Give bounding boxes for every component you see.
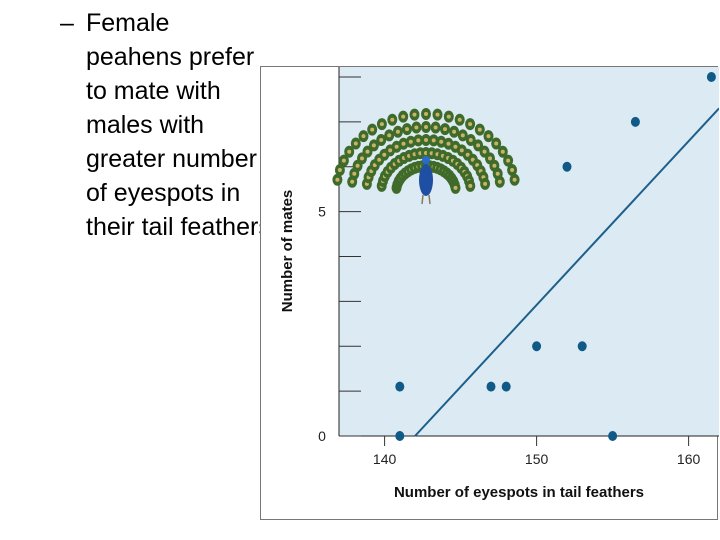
x-tick-label: 140 bbox=[373, 451, 397, 467]
tail-eyespot bbox=[401, 114, 406, 119]
data-point bbox=[501, 381, 511, 392]
tail-eyespot bbox=[435, 112, 440, 117]
tail-eyespot bbox=[492, 163, 497, 168]
tail-eyespot bbox=[350, 179, 355, 184]
tail-eyespot bbox=[394, 144, 399, 149]
tail-eyespot bbox=[446, 141, 451, 146]
bullet-dash: – bbox=[60, 9, 74, 37]
tail-eyespot bbox=[476, 143, 481, 148]
peacock-illustration bbox=[332, 108, 520, 205]
tail-eyespot bbox=[395, 129, 400, 134]
data-points bbox=[395, 72, 716, 441]
tail-eyespot bbox=[370, 127, 375, 132]
y-tick-label: 0 bbox=[318, 428, 326, 444]
peacock-head bbox=[422, 156, 430, 164]
data-point bbox=[395, 381, 405, 392]
data-point bbox=[395, 431, 405, 441]
tail-eyespot bbox=[382, 152, 387, 157]
tail-eyespot bbox=[512, 177, 517, 182]
peacock-tail-fan bbox=[332, 108, 520, 194]
tail-eyespot bbox=[424, 138, 428, 142]
tail-eyespot bbox=[408, 139, 413, 144]
tail-eyespot bbox=[431, 138, 436, 143]
peacock-leg-left bbox=[421, 194, 424, 205]
data-point bbox=[532, 341, 542, 352]
tail-eyespot bbox=[459, 148, 464, 153]
tail-eyespot bbox=[337, 168, 342, 172]
tail-eyespot bbox=[412, 112, 417, 117]
tail-eyespot bbox=[347, 149, 352, 154]
tail-eyespot bbox=[377, 157, 382, 162]
tail-eyespot bbox=[452, 129, 457, 134]
tail-eyespot bbox=[361, 134, 366, 139]
y-axis-label: Number of mates bbox=[279, 190, 296, 313]
tail-eyespot bbox=[379, 138, 384, 142]
y-ticks: 05 bbox=[318, 76, 361, 444]
tail-eyespot bbox=[424, 112, 428, 116]
tail-eyespot bbox=[379, 122, 384, 127]
tail-eyespot bbox=[470, 157, 475, 162]
tail-eyespot bbox=[335, 177, 340, 182]
data-point bbox=[486, 381, 496, 392]
trend-line bbox=[414, 107, 719, 437]
peacock-leg-right bbox=[428, 194, 431, 205]
tail-eyespot bbox=[494, 141, 499, 146]
tail-eyespot bbox=[424, 125, 428, 129]
tail-eyespot bbox=[387, 133, 392, 138]
tail-eyespot bbox=[488, 156, 492, 161]
tail-eyespot bbox=[371, 143, 376, 148]
bullet-text: Female peahens prefer to mate with males… bbox=[86, 9, 271, 241]
tail-eyespot bbox=[457, 117, 462, 122]
tail-eyespot bbox=[353, 141, 358, 146]
tail-eyespot bbox=[477, 127, 482, 132]
tail-eyespot bbox=[390, 117, 395, 122]
tail-eyespot bbox=[482, 149, 487, 154]
tail-eyespot bbox=[495, 171, 500, 176]
tail-eyespot bbox=[460, 133, 465, 138]
tail-eyespot bbox=[506, 158, 511, 163]
tail-eyespot bbox=[355, 163, 360, 168]
tail-eyespot bbox=[433, 125, 438, 130]
tail-eyespot bbox=[468, 183, 473, 188]
tail-eyespot bbox=[468, 122, 473, 127]
x-ticks: 140 150 160 bbox=[373, 436, 701, 467]
tail-eyespot bbox=[468, 138, 473, 142]
tail-eyespot bbox=[465, 152, 470, 157]
tail-eyespot bbox=[365, 149, 370, 154]
tail-eyespot bbox=[453, 144, 458, 149]
tail-eyespot bbox=[453, 185, 458, 190]
data-point bbox=[608, 431, 618, 441]
tail-eyespot bbox=[352, 171, 357, 176]
x-tick-label: 150 bbox=[525, 451, 549, 467]
tail-eyespot bbox=[414, 125, 419, 130]
scatter-chart: 05 140 150 160 Number of mates Number of e… bbox=[279, 67, 719, 501]
peacock-body bbox=[419, 164, 433, 196]
data-point bbox=[706, 72, 716, 82]
tail-eyespot bbox=[439, 139, 444, 144]
tail-eyespot bbox=[446, 114, 451, 119]
tail-eyespot bbox=[500, 149, 505, 154]
tail-eyespot bbox=[483, 181, 488, 186]
tail-eyespot bbox=[405, 127, 409, 132]
tail-eyespot bbox=[510, 168, 515, 172]
y-tick-label: 5 bbox=[318, 204, 326, 220]
data-point bbox=[577, 341, 587, 352]
tail-eyespot bbox=[388, 148, 393, 153]
tail-eyespot bbox=[372, 163, 377, 168]
tail-eyespot bbox=[486, 134, 491, 139]
tail-eyespot bbox=[401, 141, 406, 146]
data-point bbox=[630, 116, 640, 127]
x-tick-label: 160 bbox=[677, 451, 701, 467]
tail-eyespot bbox=[416, 138, 421, 143]
tail-eyespot bbox=[497, 179, 502, 184]
data-point bbox=[562, 161, 572, 172]
tail-eyespot bbox=[341, 158, 346, 163]
tail-eyespot bbox=[360, 156, 364, 161]
x-axis-label: Number of eyespots in tail feathers bbox=[394, 484, 644, 501]
tail-eyespot bbox=[443, 127, 447, 132]
